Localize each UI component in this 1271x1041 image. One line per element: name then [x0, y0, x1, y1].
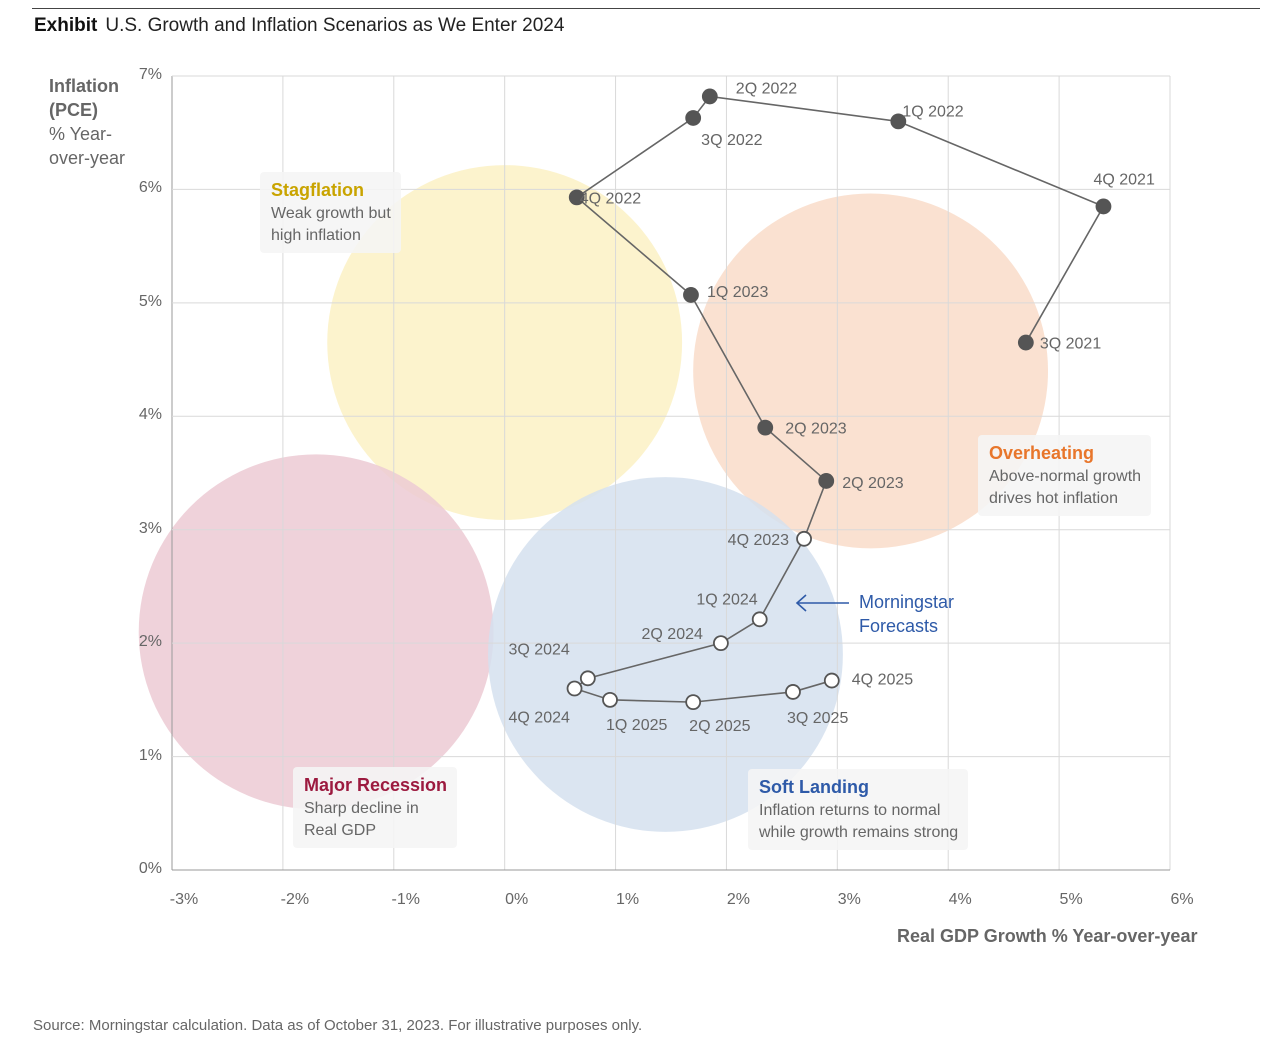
stagflation-box: Stagflation Weak growth but high inflati… [260, 172, 401, 253]
forecast-point [823, 672, 840, 689]
soft-landing-circle [488, 477, 843, 832]
stagflation-desc-line2: high inflation [271, 227, 361, 244]
forecast-point [796, 530, 812, 547]
soft-landing-desc-line1: Inflation returns to normal [759, 802, 941, 819]
point-label: 2Q 2022 [736, 80, 797, 97]
x-tick-label: 0% [505, 891, 529, 908]
x-axis-label: Real GDP Growth % Year-over-year [897, 926, 1198, 946]
point-label: 2Q 2025 [689, 718, 750, 735]
point-label: 4Q 2022 [580, 190, 641, 207]
forecast-label-line2: Forecasts [859, 616, 939, 636]
stagflation-desc-line1: Weak growth but [271, 205, 391, 222]
chart-title-text: U.S. Growth and Inflation Scenarios as W… [105, 15, 565, 36]
x-tick-label: 4% [948, 891, 972, 908]
y-axis-label-line4: over-year [49, 148, 126, 168]
point-label: 3Q 2022 [701, 132, 762, 149]
point-label: 4Q 2021 [1093, 171, 1154, 188]
actual-point [683, 287, 699, 303]
soft-landing-box: Soft Landing Inflation returns to normal… [748, 769, 969, 850]
chart-title: Exhibit U.S. Growth and Inflation Scenari… [34, 15, 564, 37]
left-arrow-icon [795, 594, 849, 612]
point-label: 2Q 2023 [842, 475, 903, 492]
point-label: 1Q 2025 [606, 717, 667, 734]
point-label: 1Q 2022 [902, 103, 963, 120]
point-label: 4Q 2025 [852, 672, 913, 689]
point-label: 2Q 2024 [642, 626, 703, 643]
x-tick-label: 6% [1170, 891, 1194, 908]
x-tick-label: 1% [615, 891, 640, 908]
forecast-point [713, 635, 729, 652]
overheating-desc-line1: Above-normal growth [989, 468, 1142, 485]
y-tick-label: 2% [138, 633, 162, 651]
y-axis-label-line3: % Year- [49, 124, 113, 144]
actual-point [757, 419, 774, 436]
actual-point [1017, 334, 1034, 351]
x-tick-label: -2% [280, 891, 310, 908]
point-label: 1Q 2023 [707, 284, 768, 301]
actual-point [890, 113, 907, 130]
forecast-label-line1: Morningstar [859, 592, 955, 612]
actual-point [818, 473, 835, 489]
y-tick-label: 1% [138, 746, 162, 764]
forecast-point [579, 670, 596, 687]
y-tick-label: 3% [138, 519, 162, 537]
top-rule [32, 8, 1260, 9]
soft-landing-desc-line2: while growth remains strong [759, 824, 959, 841]
actual-point [1095, 198, 1112, 215]
x-tick-label: -3% [169, 891, 199, 908]
point-label: 3Q 2024 [508, 641, 569, 658]
stagflation-title: Stagflation [271, 180, 364, 200]
point-label: 2Q 2023 [785, 421, 846, 438]
y-tick-label: 7% [138, 66, 162, 83]
forecast-point [602, 691, 618, 708]
x-tick-label: -1% [391, 891, 420, 908]
forecast-point [685, 694, 702, 711]
y-tick-label: 5% [138, 292, 162, 310]
major-recession-box: Major Recession Sharp decline in Real GD… [293, 767, 458, 848]
major-recession-title: Major Recession [304, 775, 448, 795]
y-axis-label-line1: Inflation [49, 76, 119, 96]
actual-point [568, 189, 585, 206]
overheating-circle [693, 193, 1049, 549]
overheating-box: Overheating Above-normal growth drives h… [978, 435, 1152, 516]
forecast-point [566, 680, 583, 697]
forecast-point [785, 684, 801, 700]
point-label: 3Q 2021 [1040, 336, 1101, 353]
actual-point [701, 88, 718, 105]
point-label: 4Q 2024 [509, 710, 570, 727]
forecast-point [751, 611, 768, 628]
source-note: Source: Morningstar calculation. Data as… [33, 1017, 643, 1034]
y-tick-label: 6% [138, 179, 162, 197]
exhibit-label: Exhibit [34, 15, 98, 36]
y-axis-label-line2: (PCE) [49, 100, 98, 120]
major-recession-desc-line2: Real GDP [304, 822, 377, 839]
x-tick-label: 5% [1059, 891, 1083, 908]
y-tick-label: 0% [138, 860, 162, 877]
overheating-desc-line2: drives hot inflation [989, 490, 1118, 507]
x-tick-label: 3% [837, 891, 861, 908]
forecast-series-line [572, 480, 833, 703]
point-label: 1Q 2024 [696, 591, 757, 608]
y-axis-label: Inflation (PCE) % Year- over-year [49, 74, 125, 170]
overheating-title: Overheating [989, 443, 1095, 463]
point-label: 3Q 2025 [787, 710, 848, 727]
x-tick-label: 2% [726, 891, 750, 908]
major-recession-circle [138, 454, 494, 810]
major-recession-desc-line1: Sharp decline in [304, 800, 419, 817]
y-tick-label: 4% [138, 406, 162, 424]
soft-landing-title: Soft Landing [759, 777, 869, 797]
actual-point [685, 110, 702, 126]
point-label: 4Q 2023 [728, 532, 789, 549]
